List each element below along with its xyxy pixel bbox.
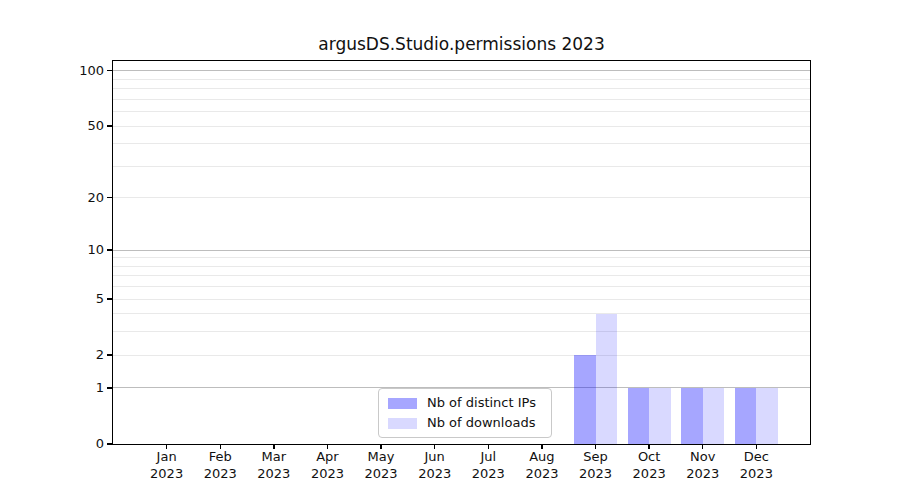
x-tick-mark — [380, 444, 381, 449]
y-tick-mark — [107, 197, 112, 198]
x-tick-mark — [648, 444, 649, 449]
bar-downloads — [703, 388, 724, 444]
gridline-minor — [113, 111, 810, 112]
legend-item-distinct-ips: Nb of distinct IPs — [388, 395, 542, 411]
bar-downloads — [756, 388, 777, 444]
gridline-minor — [113, 197, 810, 198]
y-tick-mark — [107, 387, 112, 388]
gridline-minor — [113, 99, 810, 100]
legend: Nb of distinct IPs Nb of downloads — [378, 388, 552, 438]
gridline-minor — [113, 143, 810, 144]
gridline-minor — [113, 331, 810, 332]
bar-distinct-ips — [574, 355, 595, 444]
bar-distinct-ips — [735, 388, 756, 444]
gridline-major — [113, 250, 810, 251]
gridline-minor — [113, 166, 810, 167]
bar-downloads — [596, 314, 617, 444]
legend-swatch-downloads — [388, 418, 417, 429]
gridline-minor — [113, 126, 810, 127]
gridline-minor — [113, 266, 810, 267]
gridline-minor — [113, 313, 810, 314]
y-tick-label: 1 — [34, 380, 104, 396]
x-tick-mark — [595, 444, 596, 449]
x-tick-mark — [488, 444, 489, 449]
y-tick-label: 0 — [34, 436, 104, 452]
bar-distinct-ips — [681, 388, 702, 444]
legend-label-downloads: Nb of downloads — [427, 415, 535, 431]
y-tick-label: 10 — [34, 242, 104, 258]
x-tick-mark — [166, 444, 167, 449]
y-tick-mark — [107, 298, 112, 299]
legend-item-downloads: Nb of downloads — [388, 415, 542, 431]
y-tick-label: 5 — [34, 291, 104, 307]
legend-swatch-distinct-ips — [388, 398, 417, 409]
x-tick-mark — [541, 444, 542, 449]
legend-label-distinct-ips: Nb of distinct IPs — [427, 395, 536, 411]
gridline-minor — [113, 79, 810, 80]
y-tick-label: 20 — [34, 190, 104, 206]
bar-distinct-ips — [628, 388, 649, 444]
x-tick-mark — [702, 444, 703, 449]
y-tick-mark — [107, 125, 112, 126]
y-tick-mark — [107, 354, 112, 355]
x-tick-label: Dec 2023 — [724, 449, 788, 482]
y-tick-mark — [107, 249, 112, 250]
x-tick-mark — [756, 444, 757, 449]
x-tick-mark — [273, 444, 274, 449]
y-tick-label: 2 — [34, 347, 104, 363]
y-tick-label: 50 — [34, 118, 104, 134]
gridline-major — [113, 70, 810, 71]
gridline-minor — [113, 286, 810, 287]
gridline-minor — [113, 275, 810, 276]
x-tick-mark — [327, 444, 328, 449]
y-tick-label: 100 — [34, 63, 104, 79]
gridline-minor — [113, 299, 810, 300]
bar-downloads — [649, 388, 670, 444]
chart-title: argusDS.Studio.permissions 2023 — [113, 34, 810, 54]
gridline-minor — [113, 257, 810, 258]
x-tick-mark — [220, 444, 221, 449]
y-tick-mark — [107, 443, 112, 444]
chart: argusDS.Studio.permissions 2023 0 1 2 5 10 20… — [0, 0, 900, 500]
x-tick-mark — [434, 444, 435, 449]
gridline-minor — [113, 88, 810, 89]
gridline-minor — [113, 355, 810, 356]
y-tick-mark — [107, 70, 112, 71]
